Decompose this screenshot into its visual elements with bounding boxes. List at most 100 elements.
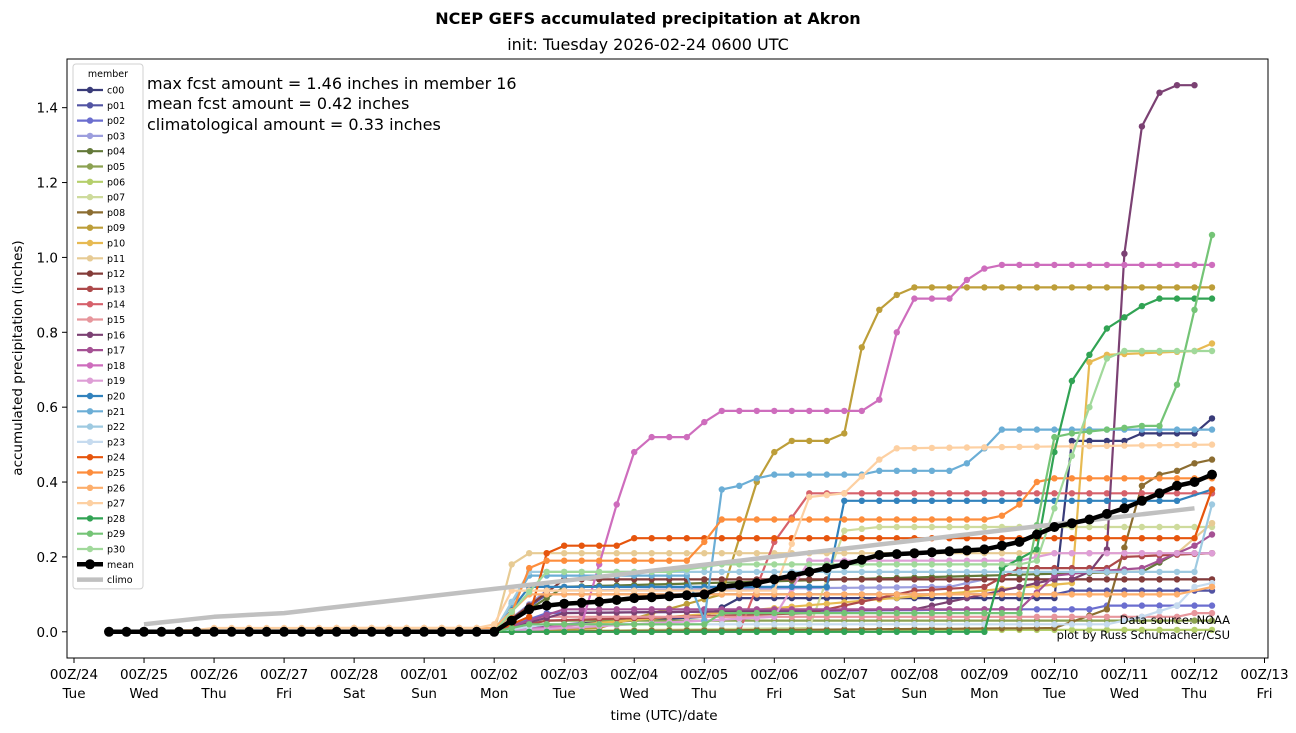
data-point-p13 (946, 585, 953, 592)
data-point-p18 (806, 407, 813, 415)
data-point-p11 (701, 550, 708, 557)
data-point-p26 (806, 591, 813, 598)
data-point-p06 (1121, 626, 1128, 634)
data-point-mean (1119, 503, 1130, 514)
data-point-p28 (1121, 314, 1128, 321)
data-point-p27 (631, 587, 638, 594)
data-point-p28 (1208, 295, 1216, 302)
data-point-c00 (1121, 437, 1128, 445)
legend-marker (86, 178, 94, 185)
data-point-p21 (718, 486, 725, 493)
data-point-p15 (1173, 613, 1181, 620)
data-point-p29 (508, 624, 515, 632)
series-layer (104, 82, 1217, 637)
data-point-p11 (753, 550, 760, 557)
data-point-p18 (1138, 261, 1146, 269)
legend-label: p16 (107, 330, 125, 341)
data-point-p03 (893, 584, 900, 591)
data-point-p19 (1138, 550, 1146, 557)
data-point-p09 (823, 437, 830, 445)
data-point-p18 (666, 433, 673, 441)
data-point-mean (646, 592, 657, 603)
data-point-p27 (858, 473, 865, 480)
chart-subtitle: init: Tuesday 2026-02-24 0600 UTC (507, 35, 789, 54)
data-point-p20 (946, 497, 953, 504)
data-point-p27 (1121, 442, 1128, 449)
legend-label: p02 (107, 116, 125, 127)
data-point-p12 (806, 576, 813, 583)
data-point-p30 (753, 561, 760, 568)
legend-item-mean: mean (77, 559, 134, 571)
data-point-mean (751, 578, 762, 589)
data-point-p28 (1086, 351, 1093, 358)
data-point-p12 (1191, 576, 1198, 583)
data-point-p26 (1086, 591, 1093, 598)
data-point-p30 (963, 561, 971, 568)
data-point-p06 (1086, 626, 1093, 634)
legend-label: p27 (107, 499, 125, 510)
data-point-p27 (788, 540, 795, 547)
data-point-p14 (876, 490, 883, 497)
data-point-p25 (1033, 478, 1041, 486)
data-point-p25 (526, 564, 533, 572)
data-point-p02 (1208, 602, 1216, 609)
legend-item-p26: p26 (77, 483, 125, 494)
data-point-p20 (788, 583, 795, 591)
legend-label: p04 (107, 147, 125, 158)
legend-marker (86, 285, 94, 293)
data-point-p14 (858, 490, 865, 497)
data-point-p30 (1138, 347, 1146, 355)
data-point-p22 (1173, 568, 1181, 576)
x-tick-label-day: Fri (766, 686, 782, 702)
data-point-p21 (1173, 426, 1181, 433)
data-point-p26 (841, 591, 848, 598)
data-point-p30 (1191, 347, 1198, 355)
legend-label: p14 (107, 300, 125, 311)
data-point-p16 (1156, 89, 1163, 96)
data-point-p14 (928, 490, 936, 497)
data-point-p18 (1068, 261, 1076, 269)
data-point-p07 (1086, 523, 1093, 531)
y-tick-label: 0.4 (37, 475, 58, 491)
data-point-p16 (1033, 579, 1041, 587)
legend-label: p08 (107, 208, 125, 219)
data-point-mean (559, 598, 570, 609)
data-point-mean (856, 554, 867, 565)
data-point-mean (594, 596, 605, 607)
data-point-p20 (1156, 497, 1163, 504)
data-point-p22 (1086, 568, 1093, 576)
data-point-p29 (1208, 231, 1216, 239)
data-point-p03 (876, 584, 883, 591)
data-point-p13 (981, 583, 988, 591)
data-point-p02 (1033, 606, 1041, 613)
legend-frame (72, 63, 144, 590)
data-point-p26 (911, 591, 918, 598)
data-point-p30 (508, 608, 515, 615)
data-point-mean (104, 626, 114, 637)
data-point-p07 (1121, 523, 1128, 531)
data-point-p24 (648, 535, 655, 542)
data-point-p14 (893, 490, 900, 497)
data-point-p22 (753, 568, 760, 576)
data-point-p13 (928, 586, 936, 593)
data-point-p22 (1103, 568, 1111, 576)
data-point-mean (156, 626, 167, 637)
legend-item-p23: p23 (77, 437, 125, 448)
data-point-p29 (963, 609, 971, 617)
data-point-mean (979, 544, 990, 555)
data-point-p30 (1033, 557, 1041, 564)
data-point-p25 (578, 557, 585, 564)
data-point-p27 (1016, 443, 1023, 451)
data-point-p24 (1173, 535, 1181, 542)
data-point-p28 (736, 628, 743, 635)
data-point-p29 (946, 609, 953, 617)
data-point-p17 (543, 611, 550, 619)
data-point-p15 (1086, 613, 1093, 620)
data-point-p15 (666, 613, 673, 620)
data-point-mean (1084, 514, 1095, 525)
data-point-p24 (998, 535, 1006, 542)
x-tick-label-time: 00Z/25 (120, 667, 168, 683)
data-point-p24 (683, 535, 690, 542)
data-point-p15 (1068, 613, 1076, 620)
legend-label: p01 (107, 101, 125, 112)
